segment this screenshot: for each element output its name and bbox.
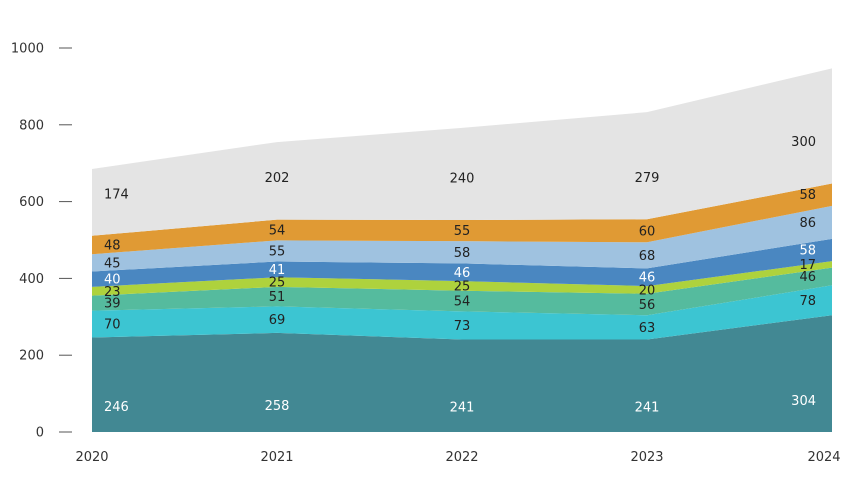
data-label-series-2: 70 bbox=[104, 318, 121, 333]
data-label-series-1: 241 bbox=[450, 401, 475, 416]
data-label-series-2: 73 bbox=[454, 319, 471, 334]
y-axis: 0 200 400 600 800 1000 bbox=[11, 42, 72, 441]
x-tick-label: 2022 bbox=[445, 450, 478, 465]
area-series-2 bbox=[92, 285, 832, 340]
area-series-1 bbox=[92, 315, 832, 432]
y-tick-label: 600 bbox=[19, 195, 44, 210]
data-labels: 246 258 241 241 304 70 69 73 63 78 39 51 54 56 46 23 25 2… bbox=[104, 135, 816, 415]
data-label-series-5: 46 bbox=[639, 271, 656, 286]
data-label-series-8: 202 bbox=[265, 171, 290, 186]
data-label-series-4: 23 bbox=[104, 285, 121, 300]
data-label-series-1: 258 bbox=[265, 399, 290, 414]
x-tick-label: 2023 bbox=[630, 450, 663, 465]
area-series-8 bbox=[92, 68, 832, 236]
data-label-series-6: 86 bbox=[799, 216, 816, 231]
x-axis: 2020 2021 2022 2023 2024 bbox=[75, 450, 840, 465]
data-label-series-6: 55 bbox=[269, 244, 286, 259]
area-series-3 bbox=[92, 267, 832, 316]
data-label-series-3: 54 bbox=[454, 295, 471, 310]
data-label-series-4: 20 bbox=[639, 283, 656, 298]
data-label-series-6: 45 bbox=[104, 256, 121, 271]
data-label-series-8: 279 bbox=[635, 171, 660, 186]
x-tick-label: 2021 bbox=[260, 450, 293, 465]
data-label-series-2: 78 bbox=[799, 294, 816, 309]
data-label-series-5: 58 bbox=[799, 243, 816, 258]
x-tick-label: 2020 bbox=[75, 450, 108, 465]
data-label-series-7: 60 bbox=[639, 224, 656, 239]
data-label-series-8: 240 bbox=[450, 172, 475, 187]
data-label-series-7: 54 bbox=[269, 224, 286, 239]
data-label-series-5: 46 bbox=[454, 266, 471, 281]
data-label-series-4: 25 bbox=[269, 276, 286, 291]
area-series-5 bbox=[92, 238, 832, 287]
area-series-7 bbox=[92, 183, 832, 255]
data-label-series-5: 40 bbox=[104, 273, 121, 288]
data-label-series-1: 304 bbox=[791, 394, 816, 409]
y-tick-label: 1000 bbox=[11, 42, 44, 57]
data-label-series-4: 25 bbox=[454, 279, 471, 294]
x-tick-label: 2024 bbox=[807, 450, 840, 465]
data-label-series-1: 246 bbox=[104, 400, 129, 415]
data-label-series-3: 56 bbox=[639, 298, 656, 313]
data-label-series-3: 39 bbox=[104, 297, 121, 312]
data-label-series-8: 174 bbox=[104, 187, 129, 202]
data-label-series-3: 46 bbox=[799, 270, 816, 285]
data-label-series-8: 300 bbox=[791, 135, 816, 150]
data-label-series-4: 17 bbox=[799, 258, 816, 273]
data-label-series-2: 63 bbox=[639, 321, 656, 336]
data-label-series-6: 58 bbox=[454, 246, 471, 261]
area-layers bbox=[92, 68, 832, 432]
y-tick-label: 800 bbox=[19, 118, 44, 133]
data-label-series-7: 48 bbox=[104, 238, 121, 253]
y-tick-label: 0 bbox=[36, 426, 44, 441]
y-tick-label: 400 bbox=[19, 272, 44, 287]
data-label-series-3: 51 bbox=[269, 290, 286, 305]
data-label-series-5: 41 bbox=[269, 263, 286, 278]
data-label-series-2: 69 bbox=[269, 313, 286, 328]
data-label-series-7: 55 bbox=[454, 224, 471, 239]
y-tick-label: 200 bbox=[19, 349, 44, 364]
data-label-series-6: 68 bbox=[639, 249, 656, 264]
area-series-6 bbox=[92, 205, 832, 272]
area-series-4 bbox=[92, 261, 832, 296]
data-label-series-7: 58 bbox=[799, 188, 816, 203]
data-label-series-1: 241 bbox=[635, 401, 660, 416]
